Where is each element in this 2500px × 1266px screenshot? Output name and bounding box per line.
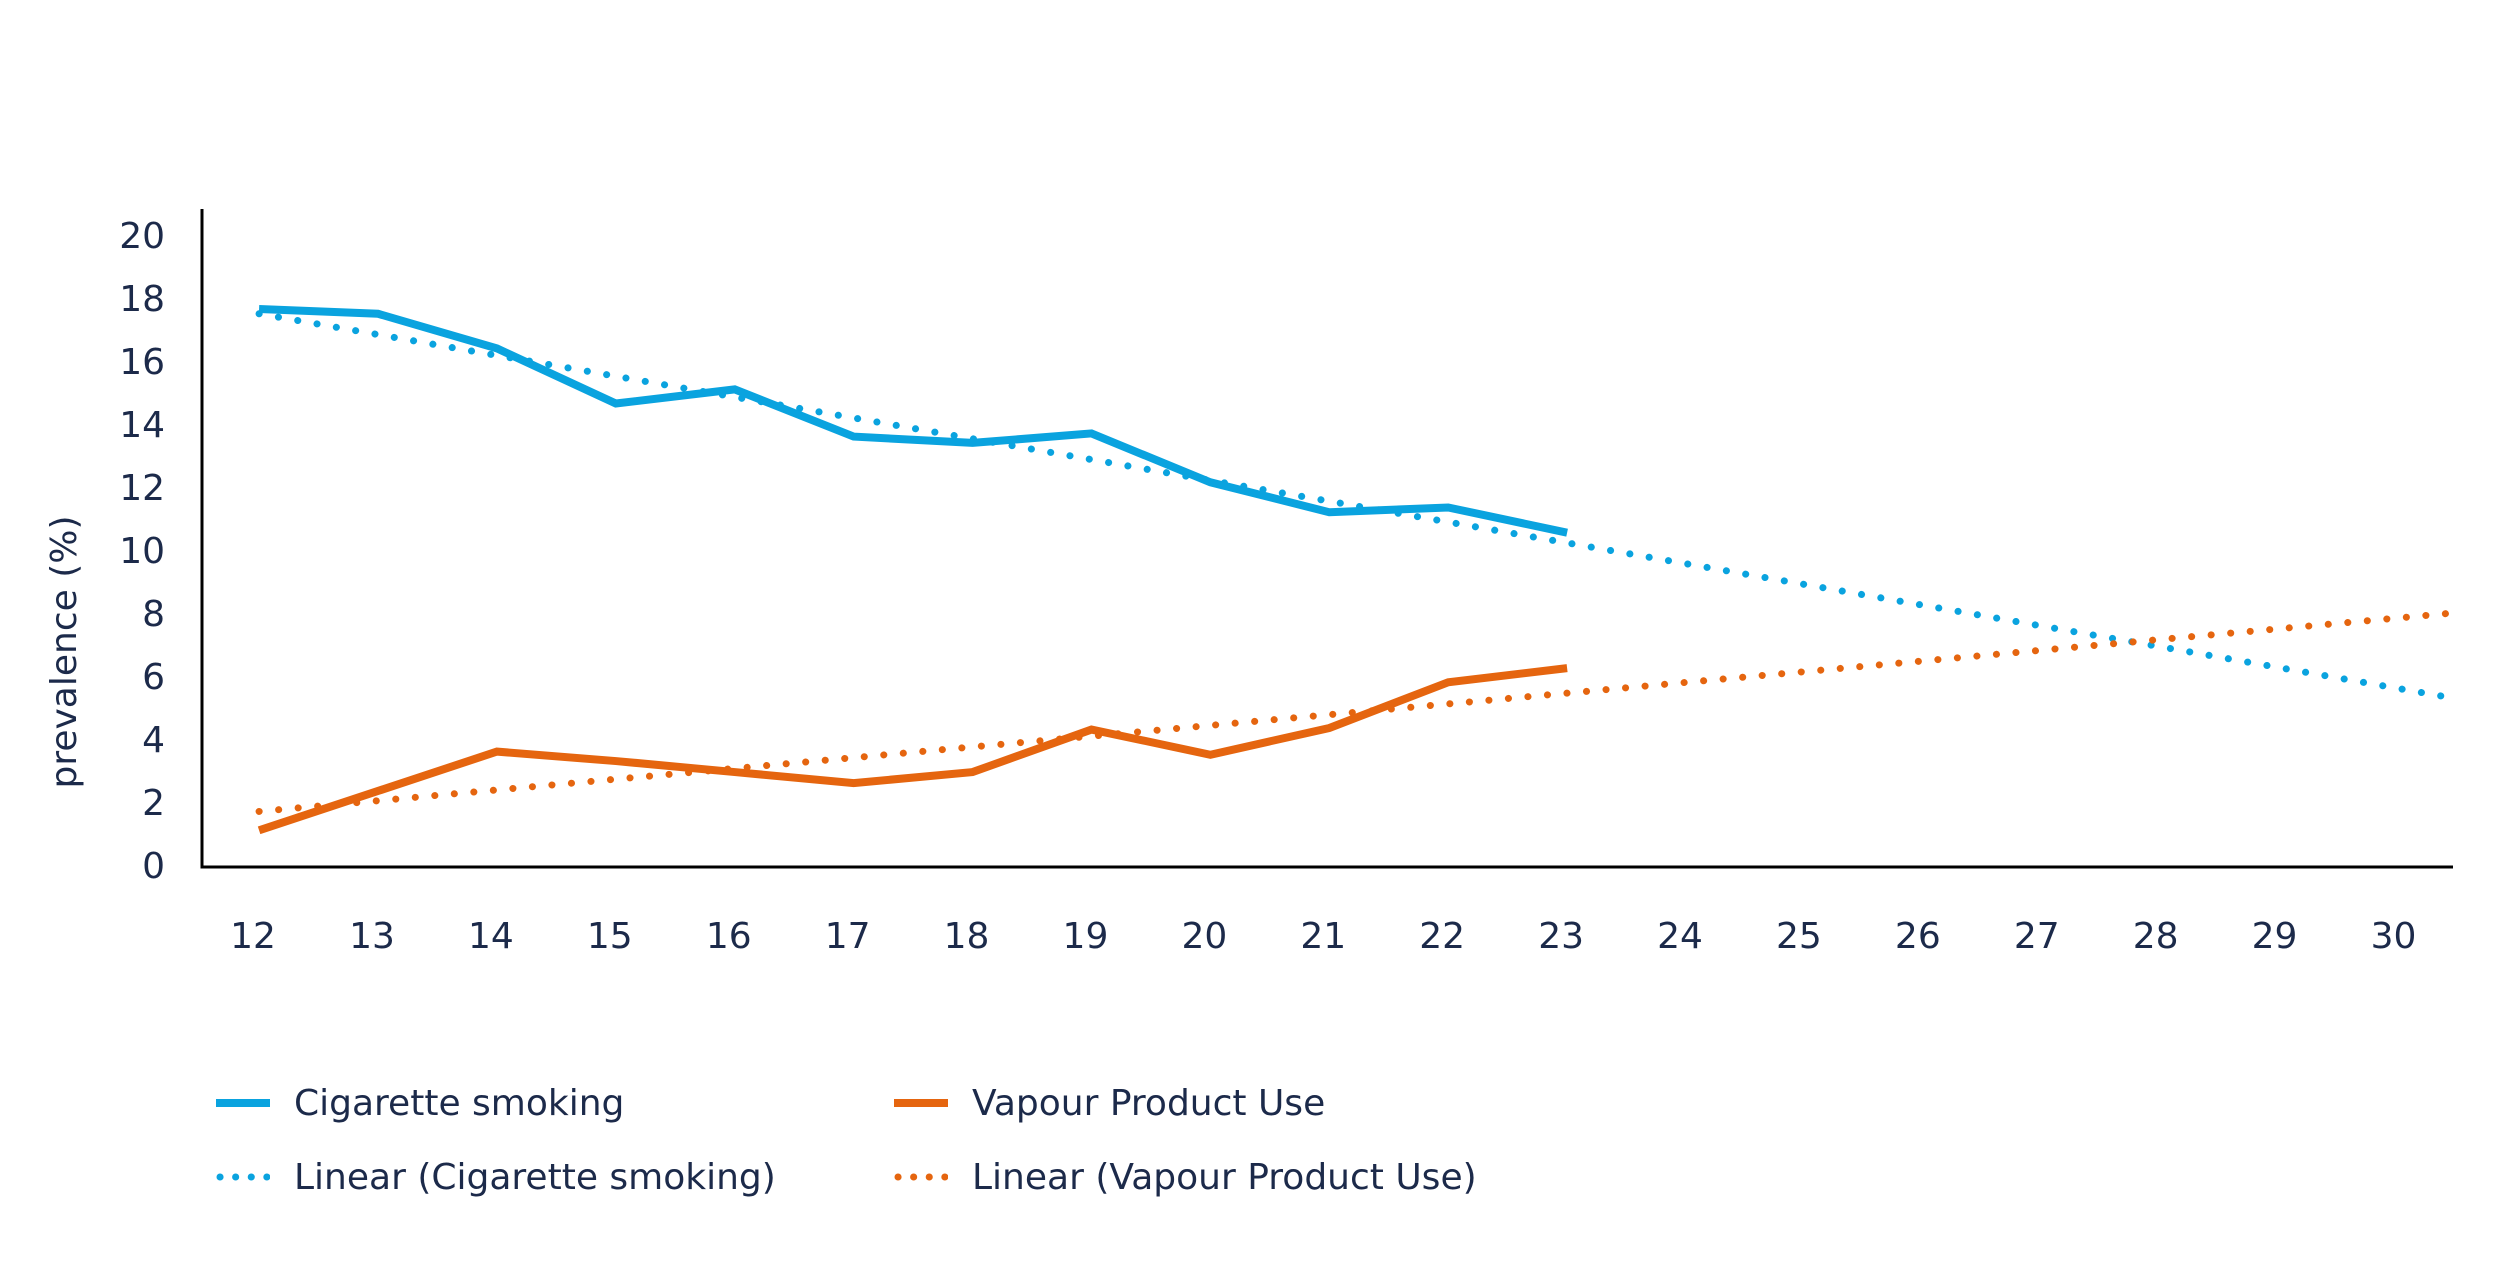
- x-tick-label: 29: [2252, 916, 2298, 957]
- legend-item-vapour-product-use: Vapour Product Use: [894, 1078, 1325, 1128]
- legend-swatch-dotted-blue: [216, 1167, 270, 1187]
- y-tick-label: 18: [119, 279, 165, 320]
- x-tick-label: 19: [1063, 916, 1109, 957]
- x-tick-label: 24: [1657, 916, 1703, 957]
- legend-item-linear-vapour-product-use: Linear (Vapour Product Use): [894, 1152, 1477, 1202]
- x-tick-label: 22: [1419, 916, 1465, 957]
- legend-label: Cigarette smoking: [294, 1082, 625, 1124]
- series-line-vapour-product-use: [257, 664, 1568, 835]
- x-tick-label: 23: [1538, 916, 1584, 957]
- x-tick-labels: 12 13 14 15 16 17 18 19 20 21 22 23 24 25 26 27 28 29 30: [230, 916, 2416, 957]
- legend-item-cigarette-smoking: Cigarette smoking: [216, 1078, 624, 1128]
- x-tick-label: 20: [1181, 916, 1227, 957]
- x-tick-label: 14: [468, 916, 514, 957]
- x-tick-label: 30: [2371, 916, 2417, 957]
- legend-swatch-solid-blue: [216, 1093, 270, 1113]
- y-axis-label: prevalence (%): [44, 515, 85, 788]
- y-tick-label: 2: [142, 783, 165, 824]
- y-tick-label: 12: [119, 468, 165, 509]
- legend-label: Vapour Product Use: [972, 1082, 1326, 1124]
- x-tick-label: 16: [706, 916, 752, 957]
- x-tick-label: 26: [1895, 916, 1941, 957]
- x-tick-label: 21: [1300, 916, 1346, 957]
- y-tick-label: 20: [119, 216, 165, 257]
- plot-area: [255, 305, 2457, 835]
- y-tick-label: 6: [142, 657, 165, 698]
- trendline-cigarette-smoking: [255, 310, 2457, 702]
- legend-label: Linear (Vapour Product Use): [972, 1156, 1477, 1198]
- legend-label: Linear (Cigarette smoking): [294, 1156, 776, 1198]
- x-tick-label: 28: [2133, 916, 2179, 957]
- y-tick-label: 8: [142, 594, 165, 635]
- trendline-vapour-product-use: [255, 609, 2457, 815]
- legend-swatch-solid-orange: [894, 1093, 948, 1113]
- x-tick-label: 25: [1776, 916, 1822, 957]
- y-tick-label: 14: [119, 405, 165, 446]
- x-tick-label: 17: [825, 916, 871, 957]
- legend-swatch-dotted-orange: [894, 1167, 948, 1187]
- x-tick-label: 12: [230, 916, 276, 957]
- legend: Cigarette smoking Vapour Product Use Lin…: [216, 1078, 1616, 1208]
- x-tick-label: 18: [944, 916, 990, 957]
- x-tick-label: 15: [587, 916, 633, 957]
- y-tick-label: 10: [119, 531, 165, 572]
- x-tick-label: 27: [2014, 916, 2060, 957]
- y-tick-label: 4: [142, 720, 165, 761]
- y-tick-label: 0: [142, 846, 165, 887]
- series-line-cigarette-smoking: [258, 305, 1568, 537]
- legend-item-linear-cigarette-smoking: Linear (Cigarette smoking): [216, 1152, 776, 1202]
- x-tick-label: 13: [349, 916, 395, 957]
- y-tick-labels: 0 2 4 6 8 10 12 14 16 18 20: [119, 216, 165, 887]
- y-tick-label: 16: [119, 342, 165, 383]
